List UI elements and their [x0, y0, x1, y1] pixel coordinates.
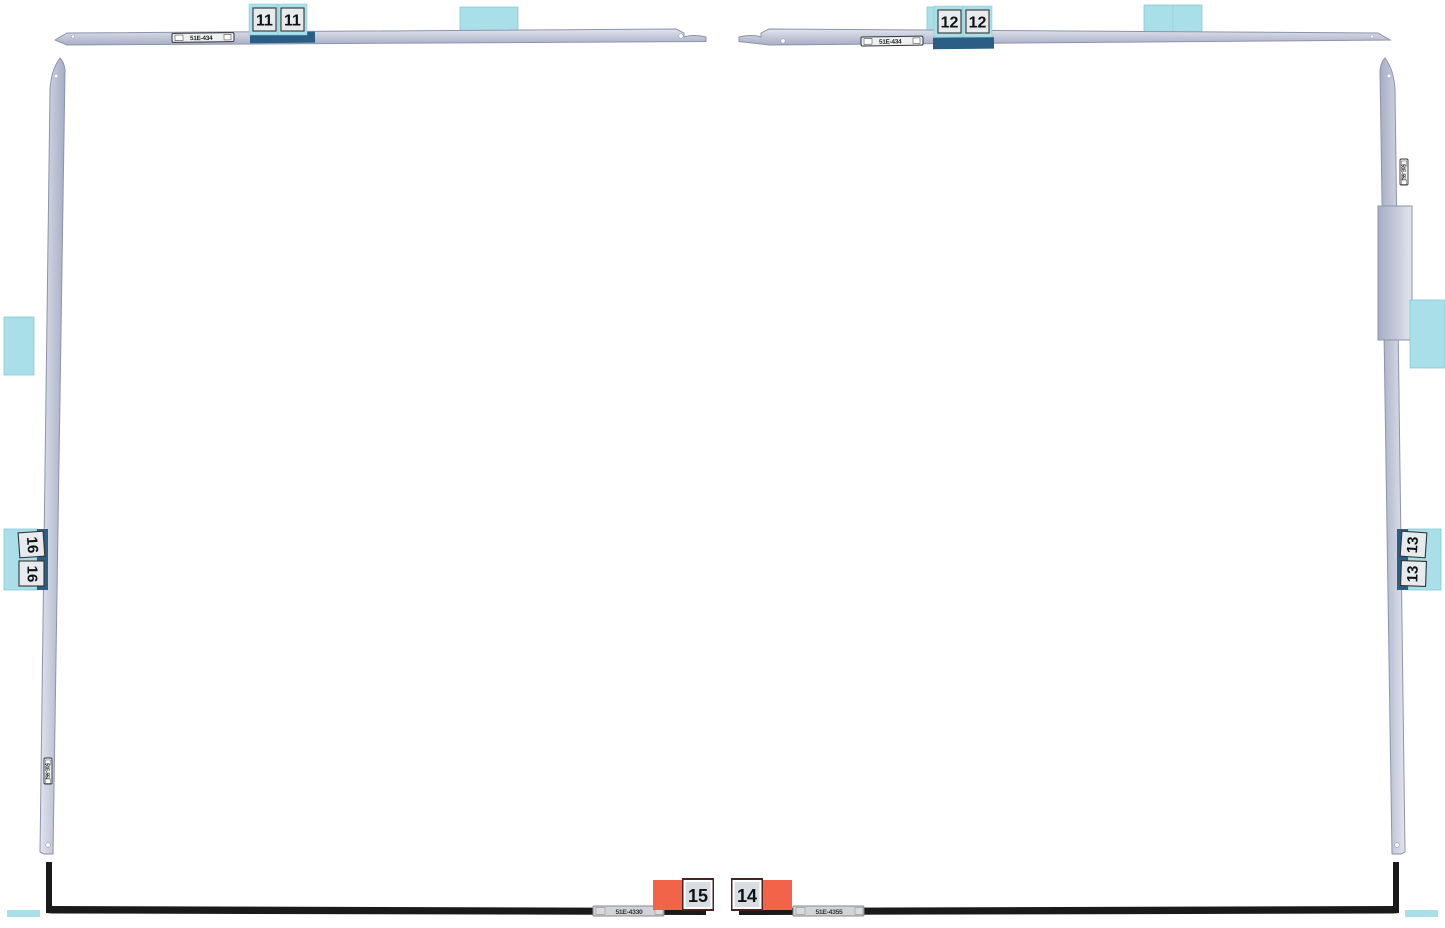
svg-text:14: 14 [737, 886, 757, 906]
svg-text:13: 13 [1404, 565, 1422, 582]
svg-text:12: 12 [941, 15, 959, 32]
svg-text:13: 13 [1404, 536, 1422, 554]
svg-text:15: 15 [688, 886, 708, 906]
svg-text:11: 11 [256, 13, 273, 30]
svg-text:12: 12 [969, 15, 987, 32]
svg-text:51E-434: 51E-434 [190, 35, 213, 42]
svg-text:51E-552: 51E-552 [44, 763, 50, 780]
svg-text:16: 16 [23, 536, 41, 554]
svg-text:51E-4355: 51E-4355 [815, 909, 843, 916]
svg-text:16: 16 [24, 566, 41, 583]
svg-text:51E-552: 51E-552 [1400, 164, 1406, 181]
svg-text:51E-434: 51E-434 [879, 38, 902, 45]
svg-text:11: 11 [284, 13, 301, 30]
svg-text:51E-4330: 51E-4330 [615, 909, 643, 916]
